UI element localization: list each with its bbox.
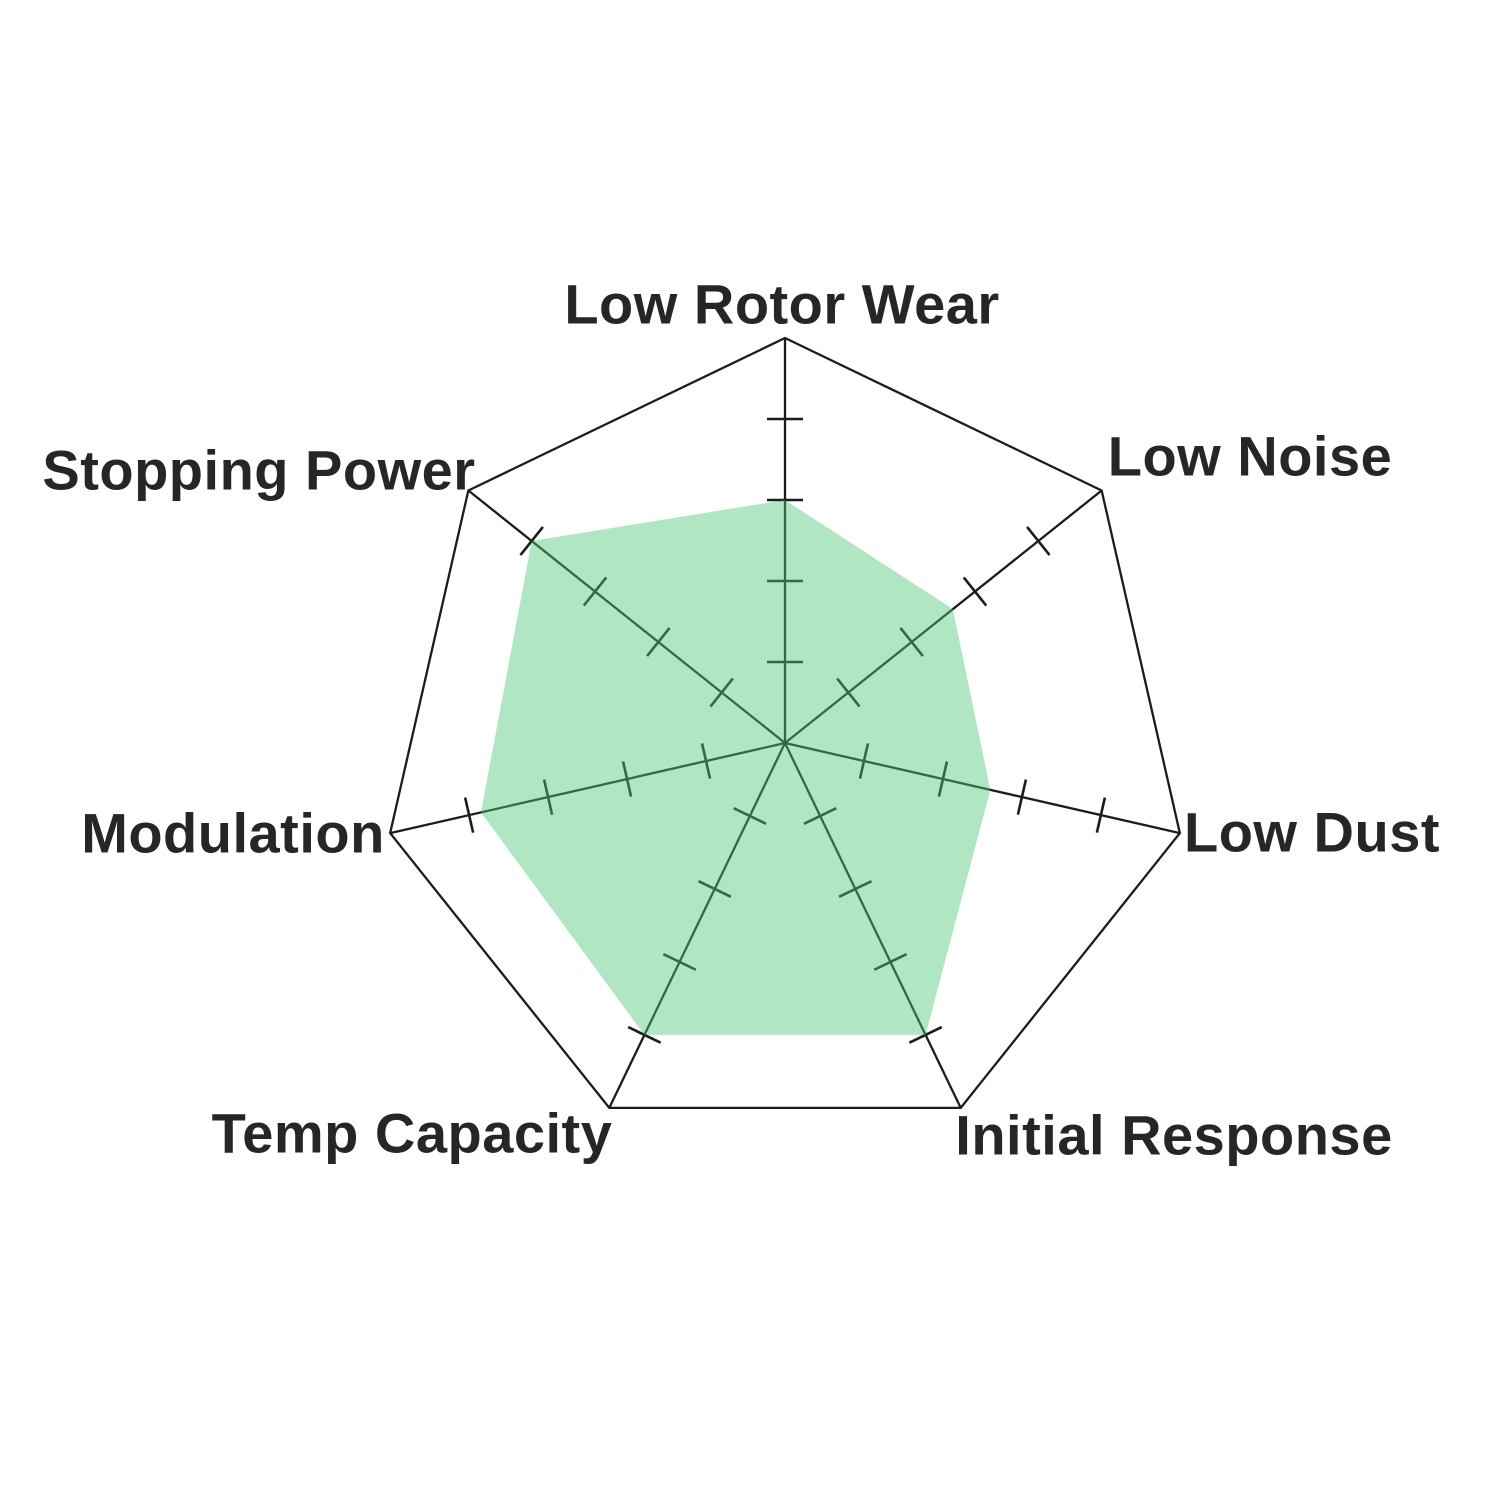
- axis-label-temp-capacity: Temp Capacity: [211, 1101, 613, 1165]
- radar-data-polygon: [480, 500, 991, 1035]
- radar-outline-polygon: [388, 336, 1182, 1110]
- axis-tick-mark: [646, 627, 671, 657]
- axis-tick-mark: [582, 576, 608, 607]
- axis-tick-mark: [519, 526, 544, 556]
- axis-tick-mark: [858, 743, 870, 779]
- axis-spoke-line: [784, 741, 1181, 835]
- axis-tick-mark: [733, 806, 767, 825]
- axis-tick-mark: [838, 879, 873, 898]
- axis-tick-mark: [542, 779, 554, 815]
- axis-tick-mark: [1026, 526, 1051, 556]
- axis-tick-mark: [621, 761, 633, 797]
- axis-tick-mark: [937, 761, 949, 797]
- axis-tick-mark: [1095, 797, 1107, 833]
- axis-tick-mark: [700, 743, 712, 779]
- axis-spoke-line: [467, 489, 786, 744]
- axis-label-low-rotor-wear: Low Rotor Wear: [564, 272, 1000, 336]
- axis-tick-mark: [463, 797, 475, 833]
- axis-spoke-line: [783, 742, 962, 1109]
- axis-spoke-line: [389, 741, 786, 835]
- axis-tick-mark: [803, 806, 837, 825]
- axis-spoke-line: [784, 489, 1103, 744]
- axis-spoke-line: [608, 742, 787, 1109]
- axis-tick-mark: [899, 627, 924, 657]
- axis-tick-mark: [627, 1025, 662, 1044]
- axis-tick-mark: [962, 576, 988, 607]
- axis-tick-mark: [1016, 779, 1028, 815]
- axis-label-modulation: Modulation: [81, 801, 385, 865]
- axis-label-initial-response: Initial Response: [955, 1103, 1393, 1167]
- axis-label-stopping-power: Stopping Power: [42, 438, 476, 502]
- axis-label-low-noise: Low Noise: [1107, 424, 1393, 488]
- axis-tick-mark: [836, 677, 861, 708]
- axis-tick-mark: [662, 952, 697, 971]
- axis-tick-mark: [908, 1025, 943, 1044]
- axis-tick-mark: [697, 879, 732, 898]
- axis-label-low-dust: Low Dust: [1184, 800, 1440, 864]
- axis-tick-mark: [873, 952, 908, 971]
- axis-tick-mark: [709, 677, 734, 708]
